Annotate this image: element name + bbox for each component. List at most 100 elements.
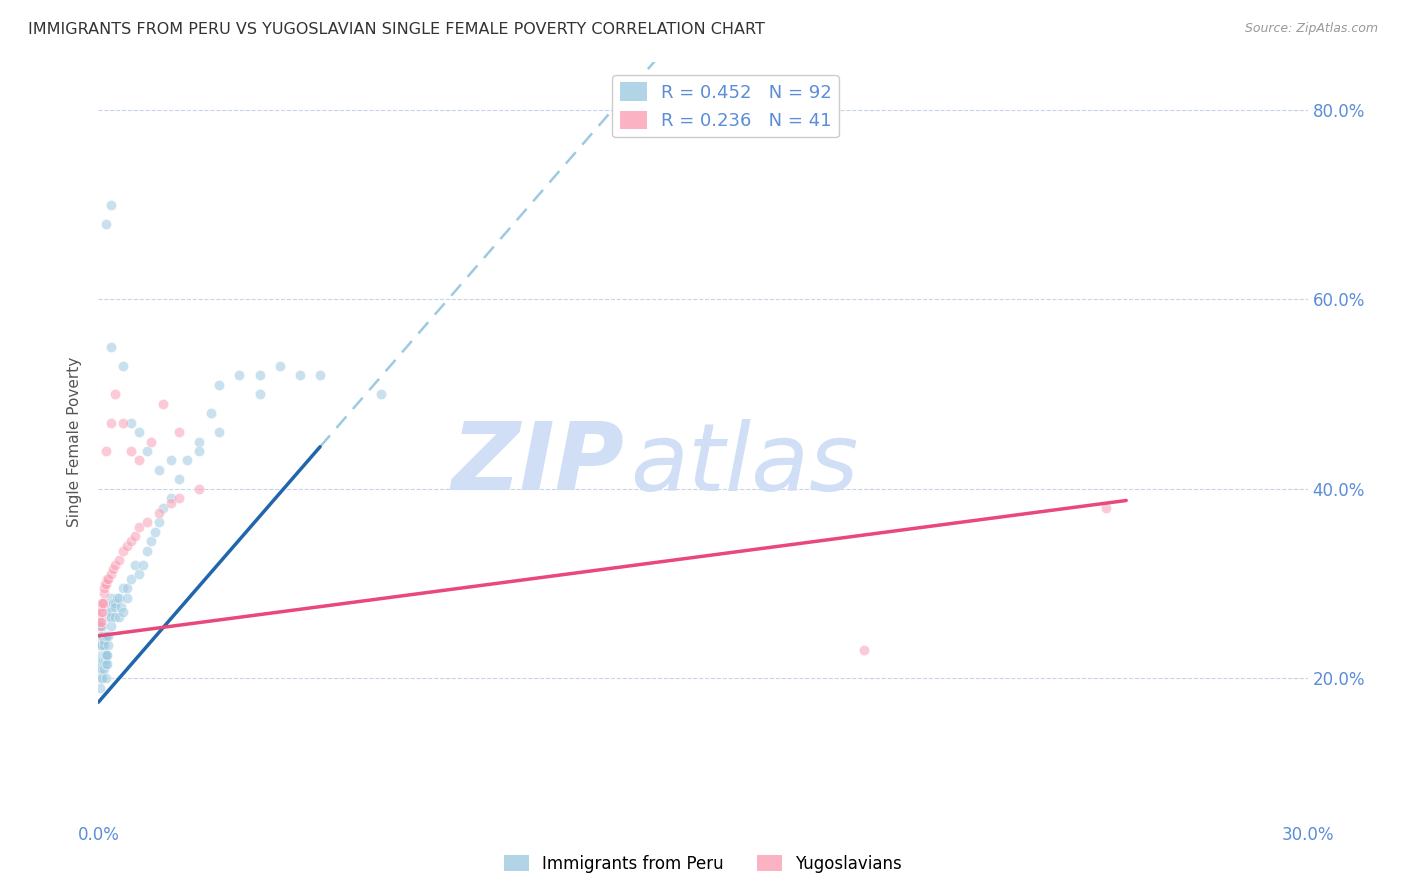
Point [97, 638, 120, 652]
Point [100, 619, 122, 633]
Point [124, 558, 146, 572]
Point [96, 444, 118, 458]
Point [139, 434, 162, 449]
Point [91, 638, 114, 652]
Point [128, 425, 150, 439]
Point [90, 657, 112, 672]
Point [94, 652, 117, 666]
Point [135, 543, 157, 558]
Point [96, 657, 118, 672]
Point [96, 648, 118, 662]
Text: atlas: atlas [630, 418, 859, 510]
Text: Source: ZipAtlas.com: Source: ZipAtlas.com [1244, 22, 1378, 36]
Point [103, 558, 125, 572]
Point [160, 496, 183, 510]
Point [120, 416, 142, 430]
Point [91, 596, 114, 610]
Point [107, 610, 129, 624]
Point [90, 629, 112, 643]
Point [160, 491, 183, 506]
Point [96, 629, 118, 643]
Legend: Immigrants from Peru, Yugoslavians: Immigrants from Peru, Yugoslavians [498, 848, 908, 880]
Point [97, 572, 120, 586]
Point [100, 591, 122, 605]
Point [96, 572, 118, 586]
Point [94, 648, 117, 662]
Point [89, 638, 111, 652]
Point [111, 416, 134, 430]
Point [249, 368, 271, 383]
Point [269, 359, 291, 373]
Point [107, 553, 129, 567]
Point [96, 576, 118, 591]
Point [89, 615, 111, 629]
Point [105, 591, 128, 605]
Point [96, 648, 118, 662]
Point [111, 582, 134, 596]
Point [128, 520, 150, 534]
Point [208, 377, 231, 392]
Point [288, 368, 311, 383]
Text: IMMIGRANTS FROM PERU VS YUGOSLAVIAN SINGLE FEMALE POVERTY CORRELATION CHART: IMMIGRANTS FROM PERU VS YUGOSLAVIAN SING… [28, 22, 765, 37]
Point [208, 425, 231, 439]
Point [94, 629, 117, 643]
Point [104, 600, 127, 615]
Point [98, 600, 121, 615]
Point [89, 652, 111, 666]
Point [148, 515, 170, 529]
Point [152, 396, 174, 410]
Point [100, 340, 122, 354]
Text: ZIP: ZIP [451, 418, 624, 510]
Point [91, 652, 114, 666]
Point [100, 610, 122, 624]
Point [148, 463, 170, 477]
Point [148, 506, 170, 520]
Point [103, 387, 125, 401]
Point [1095, 500, 1118, 515]
Point [111, 543, 134, 558]
Point [97, 629, 120, 643]
Point [100, 567, 122, 582]
Point [188, 482, 211, 496]
Point [167, 425, 190, 439]
Point [152, 500, 174, 515]
Point [89, 657, 111, 672]
Point [89, 681, 111, 695]
Point [90, 605, 112, 619]
Point [91, 629, 114, 643]
Point [101, 562, 124, 576]
Point [100, 416, 122, 430]
Point [128, 453, 150, 467]
Point [228, 368, 250, 383]
Point [89, 619, 111, 633]
Point [115, 591, 138, 605]
Point [89, 662, 111, 676]
Point [167, 473, 190, 487]
Point [200, 406, 222, 420]
Point [91, 596, 114, 610]
Point [111, 359, 134, 373]
Point [93, 662, 115, 676]
Point [249, 387, 271, 401]
Point [370, 387, 392, 401]
Point [101, 596, 124, 610]
Legend: R = 0.452   N = 92, R = 0.236   N = 41: R = 0.452 N = 92, R = 0.236 N = 41 [613, 75, 839, 137]
Point [120, 572, 142, 586]
Point [309, 368, 332, 383]
Point [90, 605, 112, 619]
Point [93, 648, 115, 662]
Point [103, 596, 125, 610]
Point [93, 582, 115, 596]
Point [90, 672, 112, 686]
Point [94, 657, 117, 672]
Point [124, 529, 146, 543]
Point [107, 591, 129, 605]
Point [90, 629, 112, 643]
Point [100, 197, 122, 211]
Point [90, 672, 112, 686]
Point [91, 619, 114, 633]
Point [167, 491, 190, 506]
Point [176, 453, 198, 467]
Point [110, 600, 132, 615]
Point [188, 444, 211, 458]
